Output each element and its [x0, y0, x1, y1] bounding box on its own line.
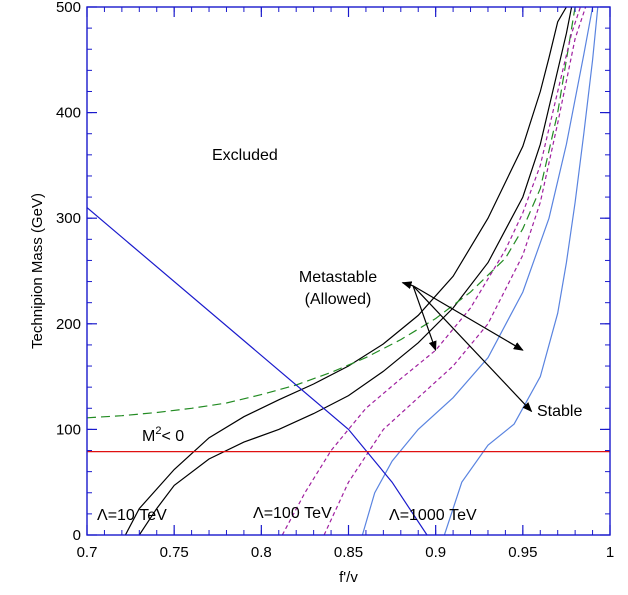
x-tick-label: 0.75 [160, 544, 189, 561]
m2-label: M2< 0 [142, 425, 184, 445]
x-tick-label: 0.85 [334, 544, 363, 561]
metastable-arrow-4 [412, 285, 533, 413]
series-line-3 [87, 7, 576, 419]
y-tick-label: 100 [56, 421, 81, 438]
y-tick-label: 300 [56, 210, 81, 227]
x-tick-label: 0.7 [77, 544, 98, 561]
plot-series-group [87, 7, 610, 535]
y-axis-label: Technipion Mass (GeV) [29, 193, 46, 349]
metastable-arrow-2 [412, 285, 524, 351]
x-axis-label: f'/v [339, 569, 358, 586]
x-tick-label: 1 [606, 544, 614, 561]
allowed-label: (Allowed) [305, 291, 372, 308]
y-tick-label: 500 [56, 0, 81, 16]
metastable-arrow-3 [412, 285, 437, 352]
series-line-4 [281, 7, 581, 535]
y-tick-label: 200 [56, 316, 81, 333]
excluded-label: Excluded [212, 147, 278, 164]
series-line-2 [138, 7, 573, 535]
lambda-100-label: Λ=100 TeV [253, 505, 332, 522]
lambda-1000-label: Λ=1000 TeV [389, 507, 477, 524]
metastable-label: Metastable [299, 269, 377, 286]
series-line-5 [323, 7, 587, 535]
annotations-group: Excluded Metastable (Allowed) Stable M2< 0 Λ=… [97, 147, 582, 524]
x-tick-label: 0.8 [251, 544, 272, 561]
series-line-8 [87, 207, 428, 535]
y-tick-label: 400 [56, 105, 81, 122]
axes-group: 0.7 0.75 0.8 0.85 0.9 0.95 1 0 100 200 300 400 500 f'… [29, 0, 614, 586]
lambda-10-label: Λ=10 TeV [97, 507, 167, 524]
y-tick-label: 0 [73, 527, 81, 544]
stable-label: Stable [537, 403, 582, 420]
x-tick-label: 0.9 [425, 544, 446, 561]
series-line-1 [124, 7, 567, 535]
series-line-6 [361, 7, 594, 535]
series-line-7 [443, 7, 599, 535]
metastable-arrow-1 [401, 281, 414, 290]
x-tick-label: 0.95 [508, 544, 537, 561]
